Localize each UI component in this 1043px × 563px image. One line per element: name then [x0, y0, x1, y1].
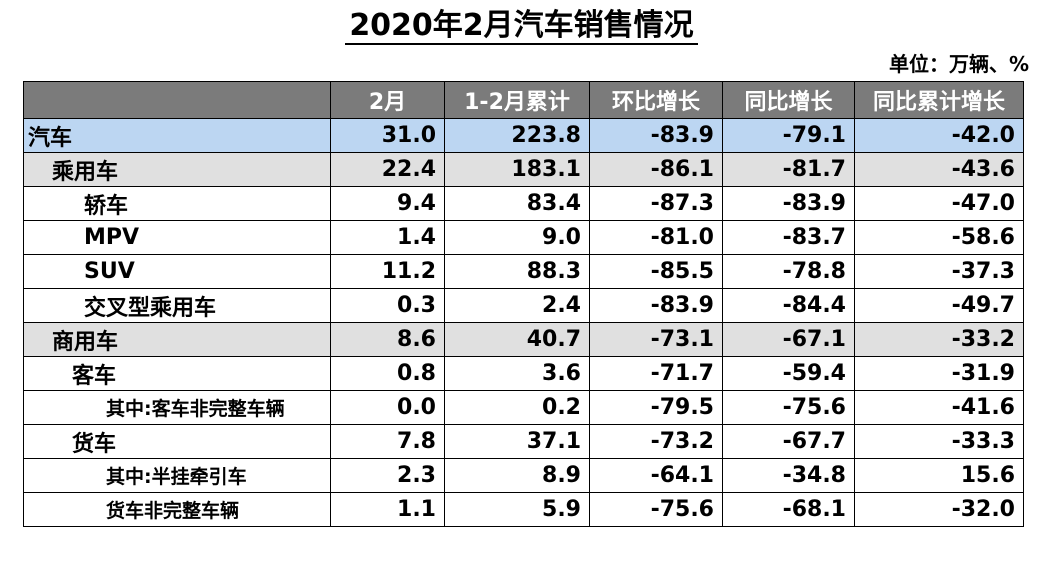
- value-yoy-growth: -68.1: [722, 492, 855, 527]
- value-yoy-growth: -67.1: [722, 322, 855, 357]
- row-label: MPV: [23, 220, 331, 255]
- table-row: 交叉型乘用车 0.3 2.4 -83.9 -84.4 -49.7: [23, 288, 1024, 323]
- value-month: 31.0: [330, 118, 445, 153]
- value-month: 2.3: [330, 458, 445, 493]
- value-mom-growth: -85.5: [589, 254, 723, 289]
- value-yoy-growth: -75.6: [722, 390, 855, 425]
- value-cumulative: 183.1: [444, 152, 590, 187]
- row-label: 交叉型乘用车: [23, 288, 331, 323]
- table-row: MPV 1.4 9.0 -81.0 -83.7 -58.6: [23, 220, 1024, 255]
- table-row: SUV 11.2 88.3 -85.5 -78.8 -37.3: [23, 254, 1024, 289]
- value-cumulative: 37.1: [444, 424, 590, 459]
- value-yoy-cumulative-growth: -42.0: [854, 118, 1024, 153]
- value-yoy-cumulative-growth: -33.2: [854, 322, 1024, 357]
- value-mom-growth: -79.5: [589, 390, 723, 425]
- value-month: 0.8: [330, 356, 445, 391]
- value-mom-growth: -86.1: [589, 152, 723, 187]
- value-yoy-growth: -34.8: [722, 458, 855, 493]
- value-yoy-growth: -79.1: [722, 118, 855, 153]
- value-mom-growth: -73.1: [589, 322, 723, 357]
- value-mom-growth: -87.3: [589, 186, 723, 221]
- row-label: SUV: [23, 254, 331, 289]
- value-yoy-cumulative-growth: -32.0: [854, 492, 1024, 527]
- value-mom-growth: -64.1: [589, 458, 723, 493]
- row-label: 货车非完整车辆: [23, 492, 331, 527]
- value-yoy-cumulative-growth: -33.3: [854, 424, 1024, 459]
- value-month: 7.8: [330, 424, 445, 459]
- header-cell-yoy-cumulative-growth: 同比累计增长: [854, 81, 1024, 119]
- value-cumulative: 2.4: [444, 288, 590, 323]
- value-cumulative: 8.9: [444, 458, 590, 493]
- value-month: 1.4: [330, 220, 445, 255]
- value-yoy-growth: -67.7: [722, 424, 855, 459]
- header-cell-month: 2月: [330, 81, 445, 119]
- value-yoy-growth: -84.4: [722, 288, 855, 323]
- value-cumulative: 223.8: [444, 118, 590, 153]
- row-label: 轿车: [23, 186, 331, 221]
- value-cumulative: 88.3: [444, 254, 590, 289]
- table-row: 货车 7.8 37.1 -73.2 -67.7 -33.3: [23, 424, 1024, 459]
- sales-table: 2月 1-2月累计 环比增长 同比增长 同比累计增长 汽车 31.0 223.8 -8…: [23, 81, 1024, 527]
- unit-label: 单位：万辆、%: [888, 52, 1029, 76]
- value-mom-growth: -75.6: [589, 492, 723, 527]
- value-mom-growth: -73.2: [589, 424, 723, 459]
- row-label: 汽车: [23, 118, 331, 153]
- value-mom-growth: -81.0: [589, 220, 723, 255]
- value-month: 8.6: [330, 322, 445, 357]
- row-label: 客车: [23, 356, 331, 391]
- value-yoy-cumulative-growth: -31.9: [854, 356, 1024, 391]
- value-mom-growth: -83.9: [589, 118, 723, 153]
- value-month: 0.0: [330, 390, 445, 425]
- header-row: 2月 1-2月累计 环比增长 同比增长 同比累计增长: [23, 81, 1024, 119]
- value-month: 22.4: [330, 152, 445, 187]
- header-cell-name: [23, 81, 331, 119]
- table-row: 商用车 8.6 40.7 -73.1 -67.1 -33.2: [23, 322, 1024, 357]
- value-cumulative: 0.2: [444, 390, 590, 425]
- document-title-text: 2020年2月汽车销售情况: [345, 8, 698, 45]
- value-yoy-growth: -81.7: [722, 152, 855, 187]
- row-label: 商用车: [23, 322, 331, 357]
- document-title: 2020年2月汽车销售情况: [0, 6, 1043, 46]
- table-row: 汽车 31.0 223.8 -83.9 -79.1 -42.0: [23, 118, 1024, 153]
- value-month: 0.3: [330, 288, 445, 323]
- value-yoy-cumulative-growth: -58.6: [854, 220, 1024, 255]
- value-cumulative: 3.6: [444, 356, 590, 391]
- header-cell-cumulative: 1-2月累计: [444, 81, 590, 119]
- table-header: 2月 1-2月累计 环比增长 同比增长 同比累计增长: [23, 81, 1024, 119]
- value-cumulative: 5.9: [444, 492, 590, 527]
- table-row: 其中:客车非完整车辆 0.0 0.2 -79.5 -75.6 -41.6: [23, 390, 1024, 425]
- table-row: 货车非完整车辆 1.1 5.9 -75.6 -68.1 -32.0: [23, 492, 1024, 527]
- row-label: 其中:半挂牵引车: [23, 458, 331, 493]
- row-label: 乘用车: [23, 152, 331, 187]
- table-row: 乘用车 22.4 183.1 -86.1 -81.7 -43.6: [23, 152, 1024, 187]
- value-month: 11.2: [330, 254, 445, 289]
- value-yoy-growth: -83.7: [722, 220, 855, 255]
- value-mom-growth: -71.7: [589, 356, 723, 391]
- value-yoy-growth: -78.8: [722, 254, 855, 289]
- row-label: 其中:客车非完整车辆: [23, 390, 331, 425]
- value-yoy-cumulative-growth: 15.6: [854, 458, 1024, 493]
- table-row: 其中:半挂牵引车 2.3 8.9 -64.1 -34.8 15.6: [23, 458, 1024, 493]
- value-yoy-growth: -83.9: [722, 186, 855, 221]
- value-cumulative: 40.7: [444, 322, 590, 357]
- value-yoy-cumulative-growth: -43.6: [854, 152, 1024, 187]
- value-yoy-cumulative-growth: -47.0: [854, 186, 1024, 221]
- table-row: 客车 0.8 3.6 -71.7 -59.4 -31.9: [23, 356, 1024, 391]
- value-month: 9.4: [330, 186, 445, 221]
- value-mom-growth: -83.9: [589, 288, 723, 323]
- header-cell-yoy-growth: 同比增长: [722, 81, 855, 119]
- value-yoy-growth: -59.4: [722, 356, 855, 391]
- value-yoy-cumulative-growth: -41.6: [854, 390, 1024, 425]
- value-yoy-cumulative-growth: -49.7: [854, 288, 1024, 323]
- value-cumulative: 83.4: [444, 186, 590, 221]
- table-body: 汽车 31.0 223.8 -83.9 -79.1 -42.0 乘用车 22.4 183.1 -8…: [23, 118, 1024, 527]
- value-month: 1.1: [330, 492, 445, 527]
- header-cell-mom-growth: 环比增长: [589, 81, 723, 119]
- table-row: 轿车 9.4 83.4 -87.3 -83.9 -47.0: [23, 186, 1024, 221]
- row-label: 货车: [23, 424, 331, 459]
- value-cumulative: 9.0: [444, 220, 590, 255]
- value-yoy-cumulative-growth: -37.3: [854, 254, 1024, 289]
